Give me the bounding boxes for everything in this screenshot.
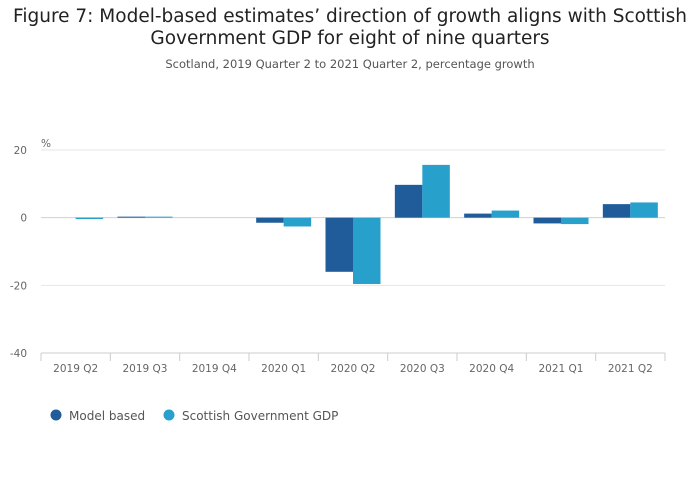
y-tick-label: 0 — [20, 213, 27, 225]
x-tick-label: 2019 Q4 — [192, 363, 237, 375]
x-tick-label: 2019 Q2 — [53, 363, 98, 375]
x-tick-label: 2021 Q2 — [608, 363, 653, 375]
bar-scottish-government-gdp — [630, 202, 658, 218]
bar-model-based — [602, 204, 631, 218]
bar-model-based — [394, 184, 423, 218]
bar-scottish-government-gdp — [75, 217, 104, 220]
x-tick-label: 2020 Q4 — [469, 363, 514, 375]
legend: Model based Scottish Government GDP — [50, 409, 338, 423]
bar-model-based — [117, 216, 145, 218]
bar-scottish-government-gdp — [283, 217, 312, 227]
legend-label: Model based — [69, 409, 145, 423]
y-tick-label: 20 — [14, 145, 27, 157]
x-axis: 2019 Q2 2019 Q3 2019 Q4 2020 Q1 2020 Q2 2020 … — [40, 352, 666, 375]
bar-scottish-government-gdp — [145, 216, 173, 218]
chart-subtitle: Scotland, 2019 Quarter 2 to 2021 Quarter… — [165, 57, 535, 71]
chart-title: Figure 7: Model-based estimates’ directi… — [13, 6, 687, 49]
bar-model-based — [533, 217, 561, 224]
x-tick-label: 2021 Q1 — [538, 363, 583, 375]
y-tick-label: -20 — [10, 280, 27, 292]
legend-label: Scottish Government GDP — [182, 409, 338, 423]
bar-scottish-government-gdp — [491, 210, 520, 218]
bars — [75, 164, 658, 284]
x-tick-label: 2019 Q3 — [122, 363, 167, 375]
y-axis-unit-label: % — [41, 138, 51, 150]
x-tick-label: 2020 Q1 — [261, 363, 306, 375]
legend-marker — [50, 409, 62, 421]
bar-model-based — [256, 217, 284, 223]
y-tick-label: -40 — [10, 348, 27, 360]
legend-marker — [163, 409, 175, 421]
bar-scottish-government-gdp — [561, 217, 589, 225]
bar-scottish-government-gdp — [422, 164, 450, 218]
bar-scottish-government-gdp — [353, 217, 381, 284]
bar-model-based — [464, 213, 492, 218]
bar-model-based — [325, 217, 353, 272]
x-tick-label: 2020 Q3 — [400, 363, 445, 375]
x-tick-label: 2020 Q2 — [330, 363, 375, 375]
